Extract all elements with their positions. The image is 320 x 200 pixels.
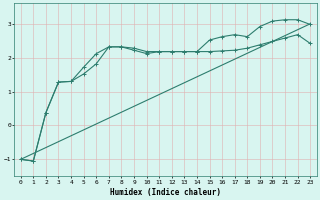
X-axis label: Humidex (Indice chaleur): Humidex (Indice chaleur): [110, 188, 221, 197]
